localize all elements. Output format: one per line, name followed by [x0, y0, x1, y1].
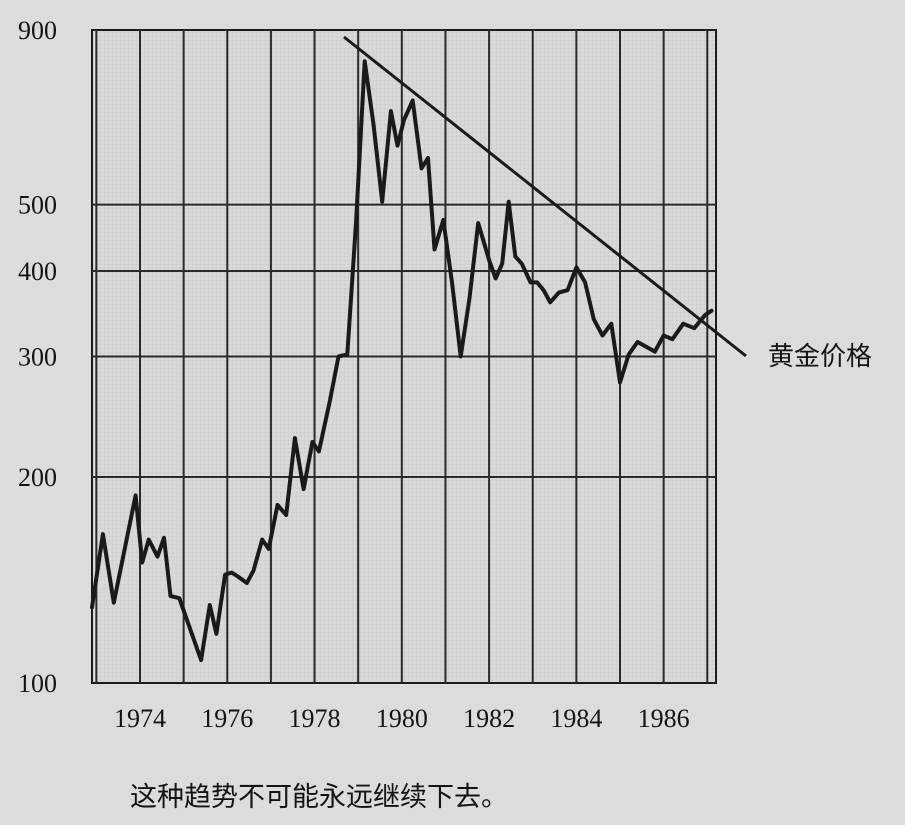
series-label-gold-price: 黄金价格	[768, 342, 872, 372]
caption: 这种趋势不可能永远继续下去。	[130, 782, 508, 813]
y-tick-label-200: 200	[18, 463, 57, 492]
y-tick-label-900: 900	[18, 16, 57, 45]
y-axis-tick-labels: 100 200 300 400 500 900	[18, 16, 57, 698]
x-tick-label-1976: 1976	[201, 704, 253, 733]
x-tick-label-1986: 1986	[638, 704, 690, 733]
x-axis-tick-labels: 1974 1976 1978 1980 1982 1984 1986	[114, 704, 690, 733]
x-tick-label-1984: 1984	[550, 704, 602, 733]
y-tick-label-500: 500	[18, 191, 57, 220]
x-tick-label-1978: 1978	[289, 704, 341, 733]
y-tick-label-400: 400	[18, 257, 57, 286]
gold-price-line	[90, 59, 714, 663]
y-tick-label-300: 300	[18, 343, 57, 372]
horizontal-gridlines	[92, 203, 716, 479]
x-tick-label-1974: 1974	[114, 704, 166, 733]
downtrend-line	[343, 35, 747, 358]
x-tick-label-1982: 1982	[463, 704, 515, 733]
x-tick-label-1980: 1980	[376, 704, 428, 733]
y-tick-label-100: 100	[18, 669, 57, 698]
